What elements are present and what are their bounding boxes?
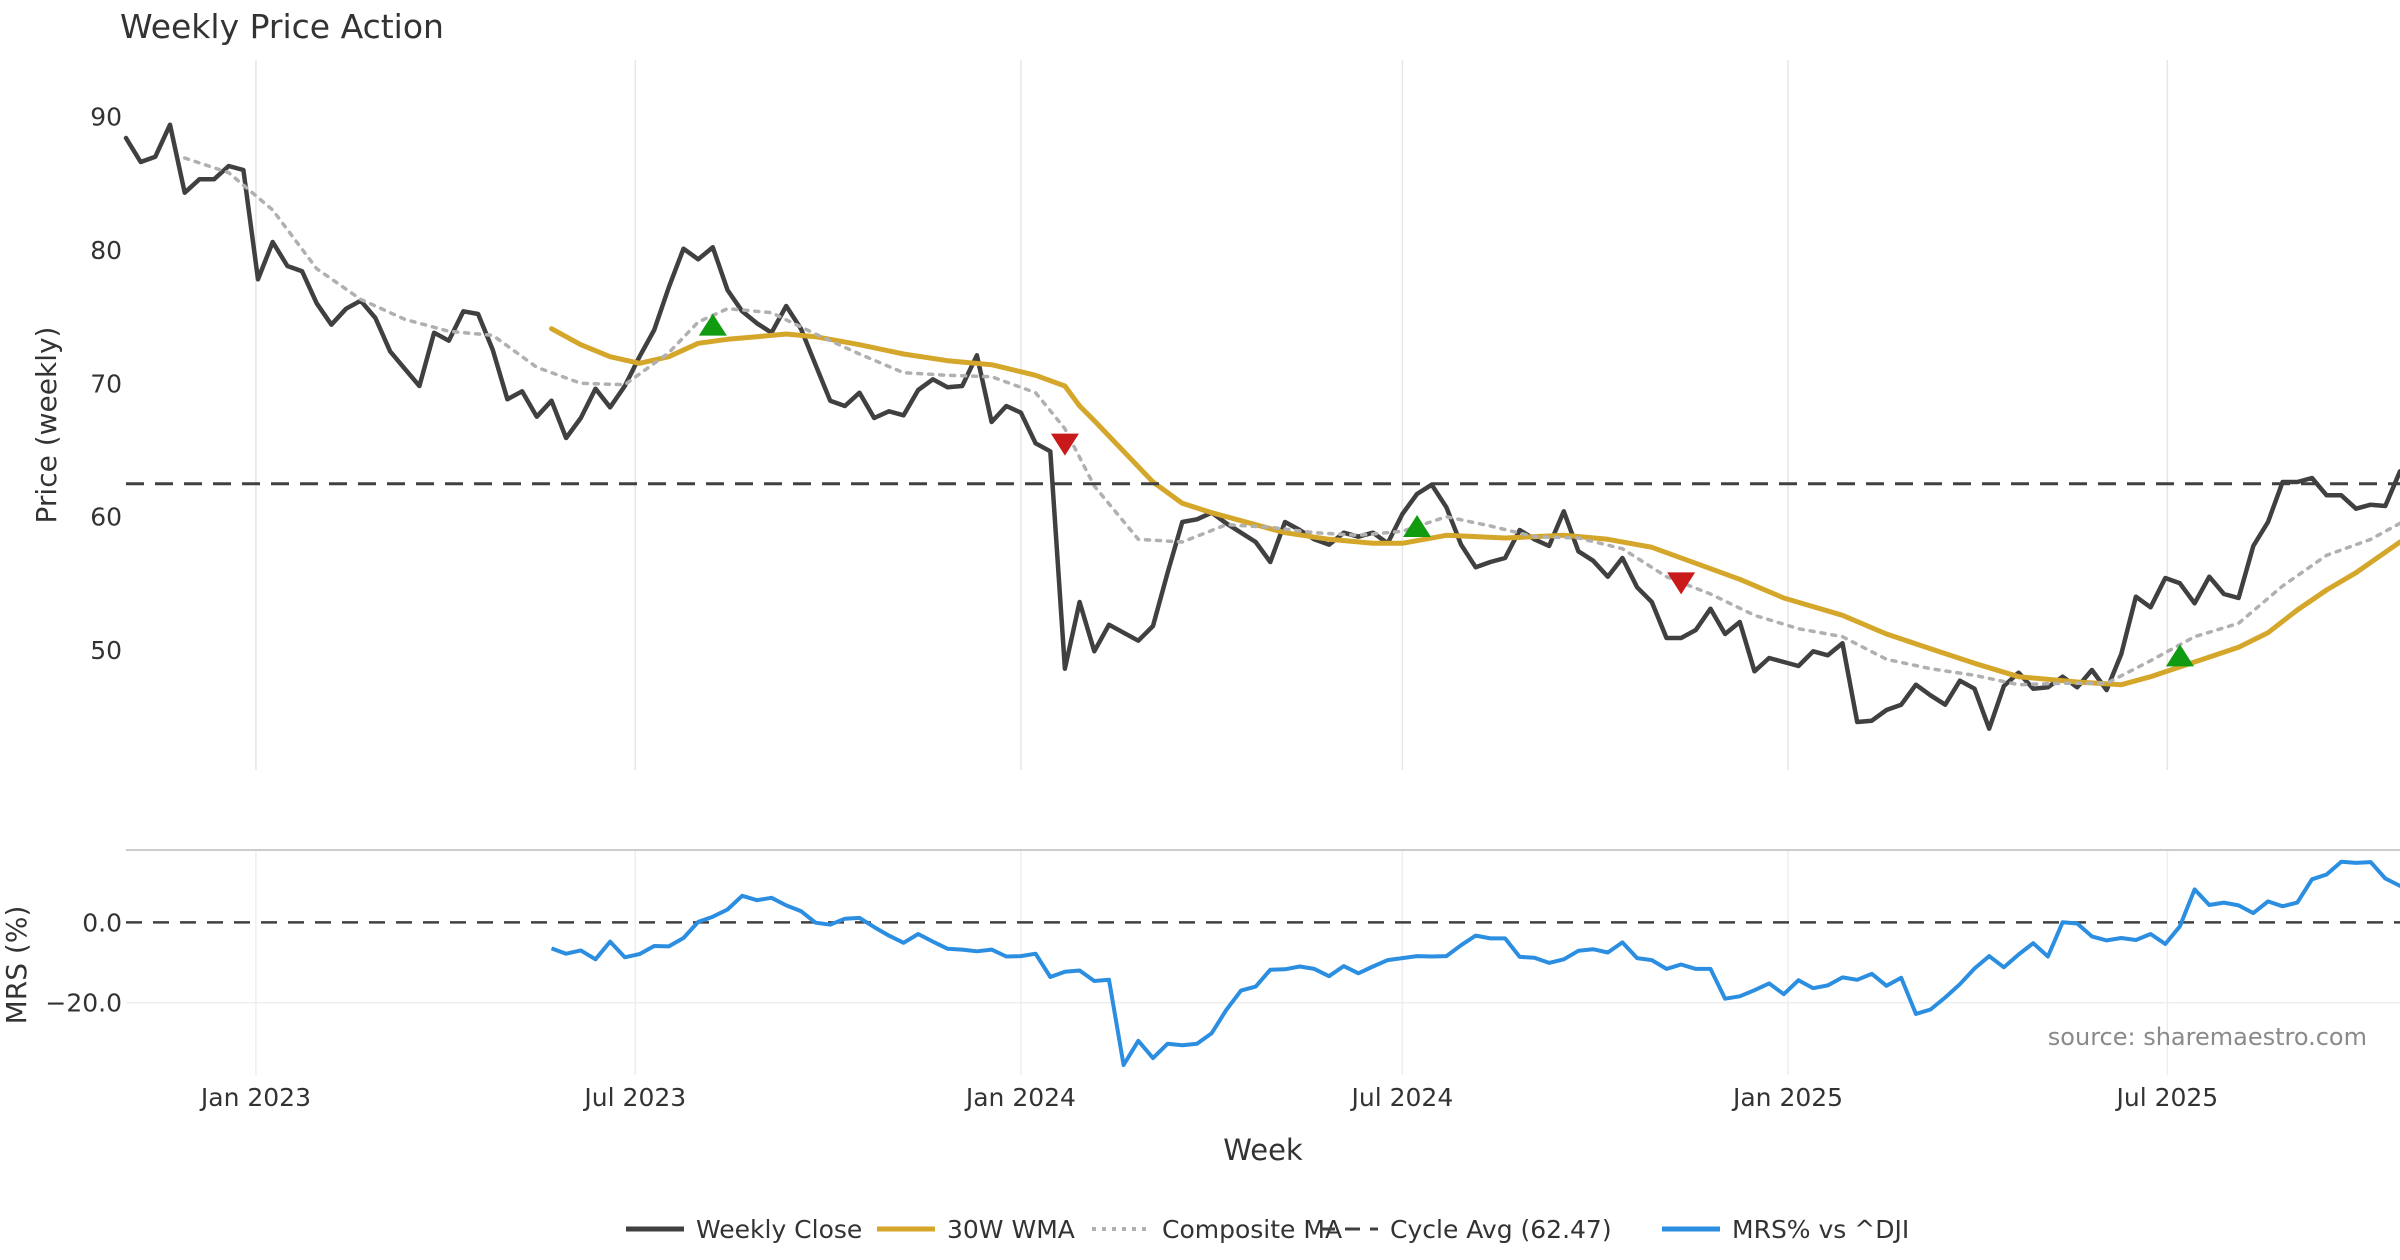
x-tick-label: Jan 2025 (1731, 1083, 1843, 1112)
series-line-30w-wma (549, 326, 2400, 688)
series-line-mrs-vs-dji (550, 859, 2400, 1067)
chart-title: Weekly Price Action (120, 7, 444, 46)
x-tick-label: Jan 2024 (964, 1083, 1076, 1112)
price-y-tick-label: 60 (90, 503, 122, 532)
buy-signal-marker (2165, 644, 2194, 667)
x-tick-label: Jul 2024 (1350, 1083, 1454, 1112)
legend-label-composite-ma: Composite MA (1162, 1215, 1342, 1244)
mrs-panel: 0.0 −20.0 (45, 859, 2400, 1067)
source-note: source: sharemaestro.com (2048, 1023, 2367, 1051)
price-y-tick-label: 70 (90, 369, 122, 398)
mrs-y-tick-label: 0.0 (82, 908, 122, 937)
sell-signal-marker (1667, 572, 1696, 595)
buy-signal-marker (1403, 515, 1432, 537)
price-axis-label: Price (weekly) (30, 327, 63, 524)
x-tick-label: Jan 2023 (199, 1083, 311, 1112)
sell-signal-marker (1050, 433, 1079, 456)
price-y-tick-label: 90 (90, 103, 122, 132)
legend-label-30w-wma: 30W WMA (947, 1215, 1075, 1244)
x-tick-label: Jul 2023 (582, 1083, 686, 1112)
mrs-y-tick-label: −20.0 (45, 989, 122, 1018)
price-panel: 50 60 70 80 90 (90, 103, 2400, 731)
price-y-tick-label: 80 (90, 236, 122, 265)
x-axis-label: Week (1223, 1133, 1303, 1167)
buy-signal-marker (698, 313, 727, 336)
price-y-tick-label: 50 (90, 636, 122, 665)
mrs-axis-label: MRS (%) (0, 906, 33, 1025)
mrs-grid (126, 849, 2400, 1075)
legend-label-cycle-avg-62-47: Cycle Avg (62.47) (1390, 1215, 1612, 1244)
legend-label-mrs-vs-dji: MRS% vs ^DJI (1732, 1215, 1909, 1244)
x-axis: Jan 2023 Jul 2023 Jan 2024 Jul 2024 Jan 2025… (199, 1083, 2218, 1112)
series-line-composite-ma (182, 156, 2400, 687)
legend: Weekly Close 30W WMA Composite MA Cycle Avg… (626, 1215, 1909, 1244)
legend-label-weekly-close: Weekly Close (696, 1215, 862, 1244)
x-tick-label: Jul 2025 (2114, 1083, 2218, 1112)
